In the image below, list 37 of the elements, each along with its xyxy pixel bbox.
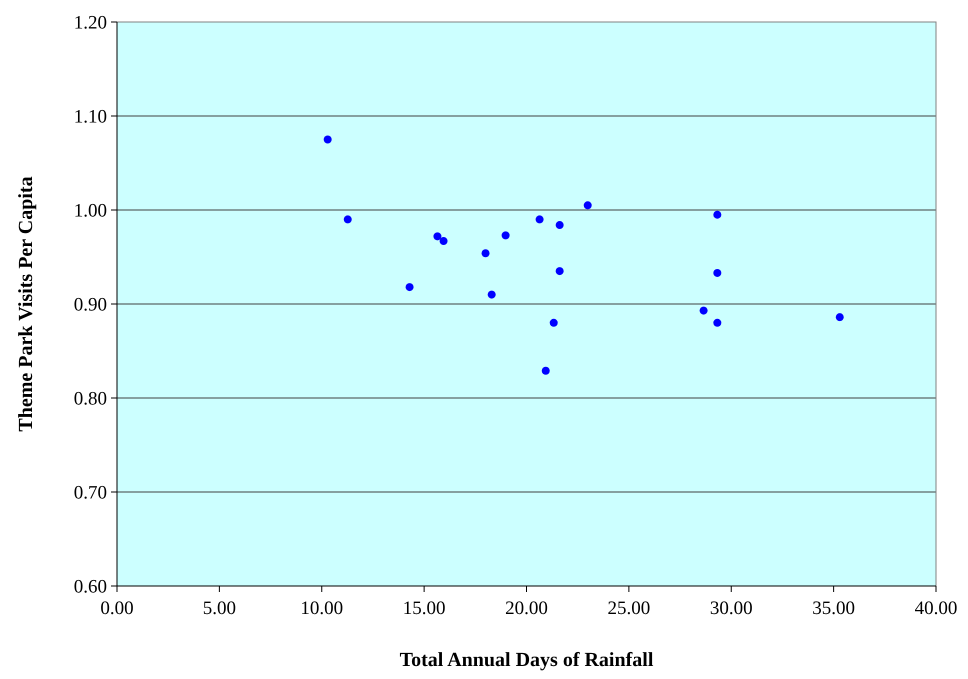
point bbox=[713, 268, 722, 277]
point bbox=[542, 366, 550, 375]
y-tick-label: 0.90 bbox=[74, 294, 107, 316]
point bbox=[713, 210, 722, 219]
x-tick-label: 20.00 bbox=[505, 598, 548, 619]
point bbox=[556, 267, 564, 276]
y-tick-label: 1.20 bbox=[74, 12, 107, 34]
point bbox=[536, 215, 544, 224]
y-tick-label: 1.10 bbox=[74, 106, 107, 128]
x-tick-label: 0.00 bbox=[100, 598, 134, 619]
point bbox=[713, 318, 722, 327]
point bbox=[482, 249, 490, 258]
y-axis-title: Theme Park Visits Per Capita bbox=[15, 176, 37, 432]
point bbox=[406, 283, 414, 292]
x-tick-label: 30.00 bbox=[710, 598, 753, 619]
x-tick-label: 25.00 bbox=[608, 598, 650, 619]
point bbox=[324, 136, 332, 144]
x-tick-label: 35.00 bbox=[812, 598, 855, 619]
x-tick-label: 5.00 bbox=[202, 598, 236, 619]
point bbox=[440, 237, 448, 246]
point bbox=[584, 201, 592, 210]
x-tick-label: 40.00 bbox=[914, 598, 958, 619]
y-tick-label: 1.00 bbox=[74, 200, 107, 222]
point bbox=[433, 232, 442, 240]
y-tick-label: 0.80 bbox=[74, 388, 107, 410]
point bbox=[836, 313, 844, 322]
y-tick-label: 0.70 bbox=[74, 482, 107, 504]
point bbox=[700, 306, 708, 315]
point bbox=[556, 221, 564, 230]
point bbox=[502, 231, 510, 240]
point bbox=[550, 318, 558, 327]
x-tick-label: 15.00 bbox=[402, 598, 446, 619]
y-tick-label: 0.60 bbox=[74, 576, 107, 598]
point bbox=[488, 290, 496, 299]
x-axis-title: Total Annual Days of Rainfall bbox=[400, 649, 654, 671]
x-tick-label: 10.00 bbox=[300, 598, 344, 619]
point bbox=[344, 215, 352, 224]
